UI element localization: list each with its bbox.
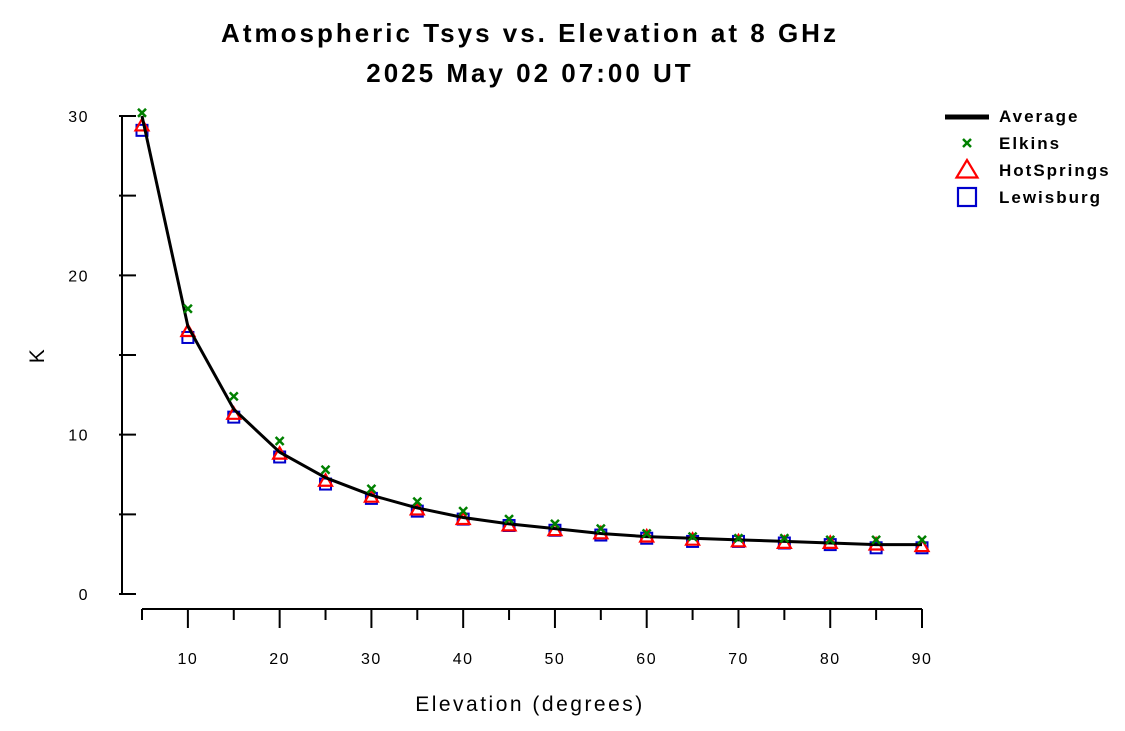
data-point-elkins xyxy=(687,531,698,542)
series-lewisburg xyxy=(135,123,929,555)
x-tick-label: 70 xyxy=(728,651,749,668)
chart-title: Atmospheric Tsys vs. Elevation at 8 GHz xyxy=(221,18,839,48)
legend-swatch xyxy=(962,138,972,148)
data-point-elkins xyxy=(917,534,927,545)
data-point-elkins xyxy=(228,391,239,402)
legend-item-lewisburg: Lewisburg xyxy=(956,186,1102,208)
marker-stroke xyxy=(779,533,790,544)
data-point-elkins xyxy=(274,436,285,446)
y-tick-label: 0 xyxy=(79,587,89,604)
y-tick-label: 30 xyxy=(68,109,89,126)
marker-stroke xyxy=(412,496,423,507)
legend-label-lewisburg: Lewisburg xyxy=(999,188,1102,207)
series-hotsprings xyxy=(133,116,931,553)
legend-label-elkins: Elkins xyxy=(999,134,1061,153)
x-tick-label: 50 xyxy=(545,651,566,668)
x-tick-label: 40 xyxy=(453,651,474,668)
marker-stroke xyxy=(137,107,147,118)
x-tick-label: 10 xyxy=(177,651,198,668)
data-point-elkins xyxy=(733,533,744,544)
legend-swatch xyxy=(956,186,978,208)
legend: Average Elkins HotSprings Lewisburg xyxy=(945,107,1111,208)
data-point-elkins xyxy=(137,107,147,118)
marker-stroke xyxy=(962,138,972,148)
series-line-average xyxy=(140,115,922,547)
x-tick-label: 60 xyxy=(636,651,657,668)
legend-swatch xyxy=(954,157,980,179)
x-axis: 10 20 30 40 50 60 70 80 90 xyxy=(141,608,933,668)
marker-stroke xyxy=(687,531,698,542)
marker-stroke xyxy=(733,533,744,544)
data-point-elkins xyxy=(825,534,836,545)
x-tick-label: 20 xyxy=(269,651,290,668)
legend-label-hotsprings: HotSprings xyxy=(999,161,1111,180)
marker-stroke xyxy=(595,523,606,534)
data-point-elkins xyxy=(871,534,882,545)
data-point-elkins xyxy=(412,496,423,507)
legend-item-hotsprings: HotSprings xyxy=(954,157,1111,180)
plot-area xyxy=(133,107,931,555)
marker-stroke xyxy=(228,391,239,402)
y-tick-label: 20 xyxy=(68,268,89,285)
legend-item-average: Average xyxy=(945,107,1079,126)
data-point-elkins xyxy=(641,528,652,539)
marker-stroke xyxy=(274,436,285,446)
data-point-elkins xyxy=(779,533,790,544)
marker-stroke xyxy=(641,528,652,539)
marker-stroke xyxy=(825,534,836,545)
legend-item-elkins: Elkins xyxy=(962,134,1061,153)
marker-stroke xyxy=(871,534,882,545)
marker-stroke xyxy=(550,519,560,529)
data-point-elkins xyxy=(458,506,469,517)
data-point-elkins xyxy=(320,464,331,475)
marker-stroke xyxy=(366,483,377,494)
marker-stroke xyxy=(320,464,331,475)
marker-stroke xyxy=(182,303,193,314)
y-tick-label: 10 xyxy=(68,428,89,445)
marker-stroke xyxy=(458,506,469,517)
legend-label-average: Average xyxy=(999,107,1079,126)
x-tick-label: 80 xyxy=(820,651,841,668)
series-elkins xyxy=(137,107,927,545)
y-axis: 0 10 20 30 xyxy=(68,109,136,604)
data-point-elkins xyxy=(550,519,560,529)
x-axis-label: Elevation (degrees) xyxy=(415,693,645,716)
x-tick-label: 30 xyxy=(361,651,382,668)
marker-stroke xyxy=(917,534,927,545)
chart-subtitle: 2025 May 02 07:00 UT xyxy=(366,58,693,88)
data-point-elkins xyxy=(366,483,377,494)
data-point-elkins xyxy=(182,303,193,314)
y-axis-label: K xyxy=(26,347,49,364)
marker-stroke xyxy=(504,514,514,524)
data-point-elkins xyxy=(504,514,514,524)
x-tick-label: 90 xyxy=(912,651,933,668)
data-point-elkins xyxy=(595,523,606,534)
